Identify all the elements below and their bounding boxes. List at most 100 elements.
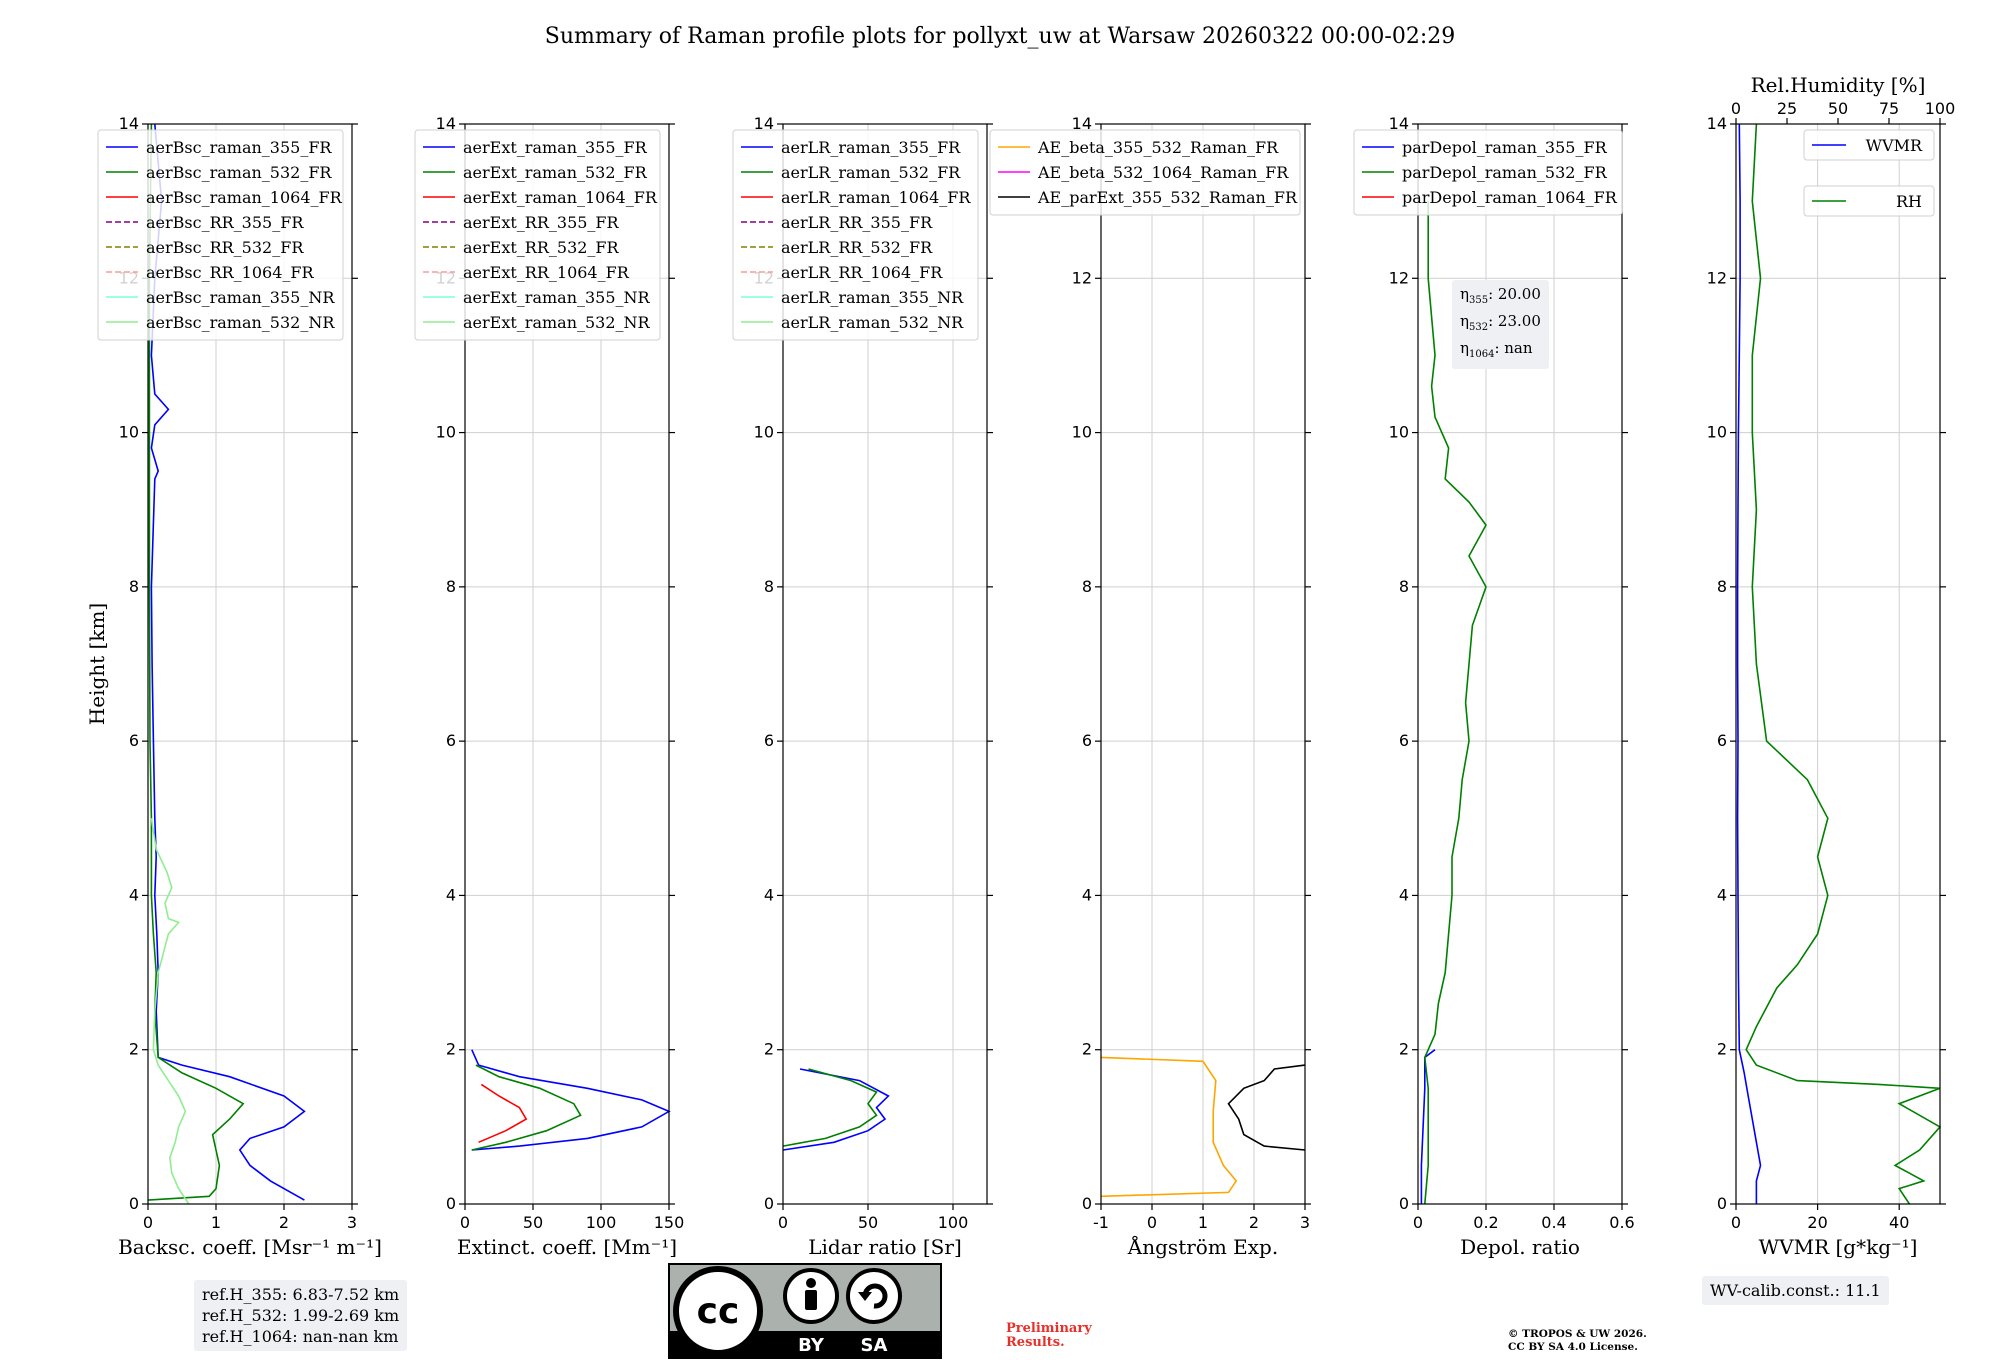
legend-label: AE_beta_532_1064_Raman_FR bbox=[1037, 163, 1289, 182]
x-tick-label: 0 bbox=[778, 1213, 788, 1232]
wv-calib-note: WV-calib.const.: 11.1 bbox=[1702, 1276, 1889, 1305]
y-tick-label: 4 bbox=[1399, 885, 1409, 904]
legend-label: parDepol_raman_532_FR bbox=[1402, 163, 1608, 182]
legend-ext: aerExt_raman_355_FR aerExt_raman_532_FRae… bbox=[414, 129, 661, 341]
eta-note: η355: 20.00 η532: 23.00 η1064: nan bbox=[1452, 280, 1549, 369]
x-tick-label: 0 bbox=[1731, 1213, 1741, 1232]
legend-label: AE_beta_355_532_Raman_FR bbox=[1037, 138, 1279, 157]
series-line-aerLR_raman_355_FR bbox=[782, 1068, 890, 1151]
figure-title: Summary of Raman profile plots for polly… bbox=[545, 24, 1455, 49]
x-tick-label: 0 bbox=[460, 1213, 470, 1232]
x-tick-label: 1 bbox=[211, 1213, 221, 1232]
cc-icon-text: cc bbox=[697, 1291, 740, 1332]
legend-lr: aerLR_raman_355_FR aerLR_raman_532_FR aerL… bbox=[732, 129, 979, 341]
legend-label: AE_parExt_355_532_Raman_FR bbox=[1037, 188, 1298, 207]
y-tick-label: 10 bbox=[1072, 423, 1092, 442]
y-tick-label: 8 bbox=[129, 577, 139, 596]
x-tick-label: 0 bbox=[143, 1213, 153, 1232]
legend-ae: AE_beta_355_532_Raman_FR AE_beta_532_1064… bbox=[989, 129, 1301, 216]
legend-label: aerBsc_raman_532_NR bbox=[146, 313, 335, 332]
x-tick-label: 100 bbox=[586, 1213, 617, 1232]
panel-bsc: 012302468101214Backsc. coeff. [Msr⁻¹ m⁻¹… bbox=[97, 114, 382, 1259]
legend-label: aerBsc_RR_1064_FR bbox=[146, 263, 315, 282]
x-tick-label: 3 bbox=[1300, 1213, 1310, 1232]
legend-bsc: aerBsc_raman_355_FR aerBsc_raman_532_FRae… bbox=[97, 129, 344, 341]
y-tick-label: 14 bbox=[436, 114, 456, 133]
ref-height-355: ref.H_355: 6.83-7.52 km bbox=[202, 1285, 400, 1304]
legend-label: parDepol_raman_355_FR bbox=[1402, 138, 1608, 157]
legend-label: aerBsc_RR_532_FR bbox=[146, 238, 304, 257]
y-tick-label: 4 bbox=[1717, 885, 1727, 904]
y-tick-label: 10 bbox=[1707, 423, 1727, 442]
y-tick-label: 8 bbox=[446, 577, 456, 596]
legend-label: aerBsc_RR_355_FR bbox=[146, 213, 304, 232]
legend-label: aerExt_RR_532_FR bbox=[463, 238, 620, 257]
legend-label: aerBsc_raman_355_NR bbox=[146, 288, 335, 307]
legend-label: aerLR_raman_532_FR bbox=[781, 163, 961, 182]
legend-label: aerLR_RR_1064_FR bbox=[781, 263, 943, 282]
sa-share-icon bbox=[846, 1268, 902, 1324]
legend-label: aerLR_raman_532_NR bbox=[781, 313, 964, 332]
legend-label: aerExt_raman_355_NR bbox=[463, 288, 651, 307]
x-tick-label: 0 bbox=[1147, 1213, 1157, 1232]
legend-label: aerExt_raman_532_NR bbox=[463, 313, 651, 332]
x-tick-label: 1 bbox=[1198, 1213, 1208, 1232]
y-tick-label: 14 bbox=[1389, 114, 1409, 133]
legend-label: RH bbox=[1896, 192, 1922, 211]
cc-icon bbox=[673, 1266, 763, 1356]
y-tick-label: 6 bbox=[1717, 731, 1727, 750]
series-line-aerExt_raman_1064_FR bbox=[478, 1083, 528, 1144]
x-axis-label: WVMR [g*kg⁻¹] bbox=[1759, 1235, 1918, 1259]
y-tick-label: 0 bbox=[446, 1194, 456, 1213]
series-line-parDepol_raman_355_FR bbox=[1420, 1049, 1436, 1204]
y-tick-label: 10 bbox=[1389, 423, 1409, 442]
series-line-aerBsc_raman_532_FR bbox=[147, 123, 245, 1201]
y-tick-label: 12 bbox=[1072, 268, 1092, 287]
legend-wv: WVMR RH bbox=[1803, 129, 1935, 217]
y-tick-label: 6 bbox=[129, 731, 139, 750]
y-tick-label: 12 bbox=[1707, 268, 1727, 287]
y-tick-label: 8 bbox=[1399, 577, 1409, 596]
eta-355: η355: 20.00 bbox=[1460, 285, 1541, 306]
y-tick-label: 0 bbox=[1717, 1194, 1727, 1213]
y-tick-label: 0 bbox=[129, 1194, 139, 1213]
y-tick-label: 12 bbox=[1389, 268, 1409, 287]
sa-label: SA bbox=[861, 1335, 888, 1356]
plot-frame bbox=[464, 123, 670, 1205]
ref-height-532: ref.H_532: 1.99-2.69 km bbox=[202, 1306, 400, 1325]
legend-label: aerLR_raman_355_FR bbox=[781, 138, 961, 157]
x-tick-label: 20 bbox=[1807, 1213, 1827, 1232]
y-axis-label: Height [km] bbox=[85, 603, 109, 725]
legend-label: aerBsc_raman_1064_FR bbox=[146, 188, 343, 207]
legend-depol: parDepol_raman_355_FR parDepol_raman_532_… bbox=[1353, 129, 1623, 216]
y-tick-label: 0 bbox=[1399, 1194, 1409, 1213]
x-axis-label: Backsc. coeff. [Msr⁻¹ m⁻¹] bbox=[118, 1235, 382, 1259]
legend-label: aerExt_RR_1064_FR bbox=[463, 263, 630, 282]
x-tick-label: 0.2 bbox=[1473, 1213, 1498, 1232]
series-line-AE_beta_355_532_Raman_FR bbox=[1100, 1056, 1238, 1198]
series-line-aerLR_raman_532_FR bbox=[782, 1068, 878, 1147]
x-axis-label: Ångström Exp. bbox=[1127, 1234, 1278, 1259]
x-tick-label: 40 bbox=[1889, 1213, 1909, 1232]
top-x-tick-label: 75 bbox=[1879, 99, 1899, 118]
y-tick-label: 4 bbox=[1082, 885, 1092, 904]
x-tick-label: 0.6 bbox=[1609, 1213, 1634, 1232]
eta-1064: η1064: nan bbox=[1460, 339, 1533, 360]
legend-label: aerBsc_raman_532_FR bbox=[146, 163, 332, 182]
y-tick-label: 2 bbox=[1082, 1040, 1092, 1059]
panel-ext: 05010015002468101214Extinct. coeff. [Mm⁻… bbox=[414, 114, 684, 1259]
series-line-RH bbox=[1745, 123, 1942, 1205]
series-line-parDepol_raman_532_FR bbox=[1423, 201, 1487, 1205]
y-tick-label: 4 bbox=[129, 885, 139, 904]
y-tick-label: 6 bbox=[764, 731, 774, 750]
legend-label: aerExt_RR_355_FR bbox=[463, 213, 620, 232]
series-line-aerExt_raman_532_FR bbox=[471, 1064, 582, 1151]
top-x-tick-label: 50 bbox=[1828, 99, 1848, 118]
top-x-tick-label: 0 bbox=[1731, 99, 1741, 118]
legend-label: aerLR_raman_355_NR bbox=[781, 288, 964, 307]
plot-frame bbox=[782, 123, 988, 1205]
y-tick-label: 0 bbox=[1082, 1194, 1092, 1213]
y-tick-label: 10 bbox=[754, 423, 774, 442]
plot-frame bbox=[1417, 123, 1623, 1205]
